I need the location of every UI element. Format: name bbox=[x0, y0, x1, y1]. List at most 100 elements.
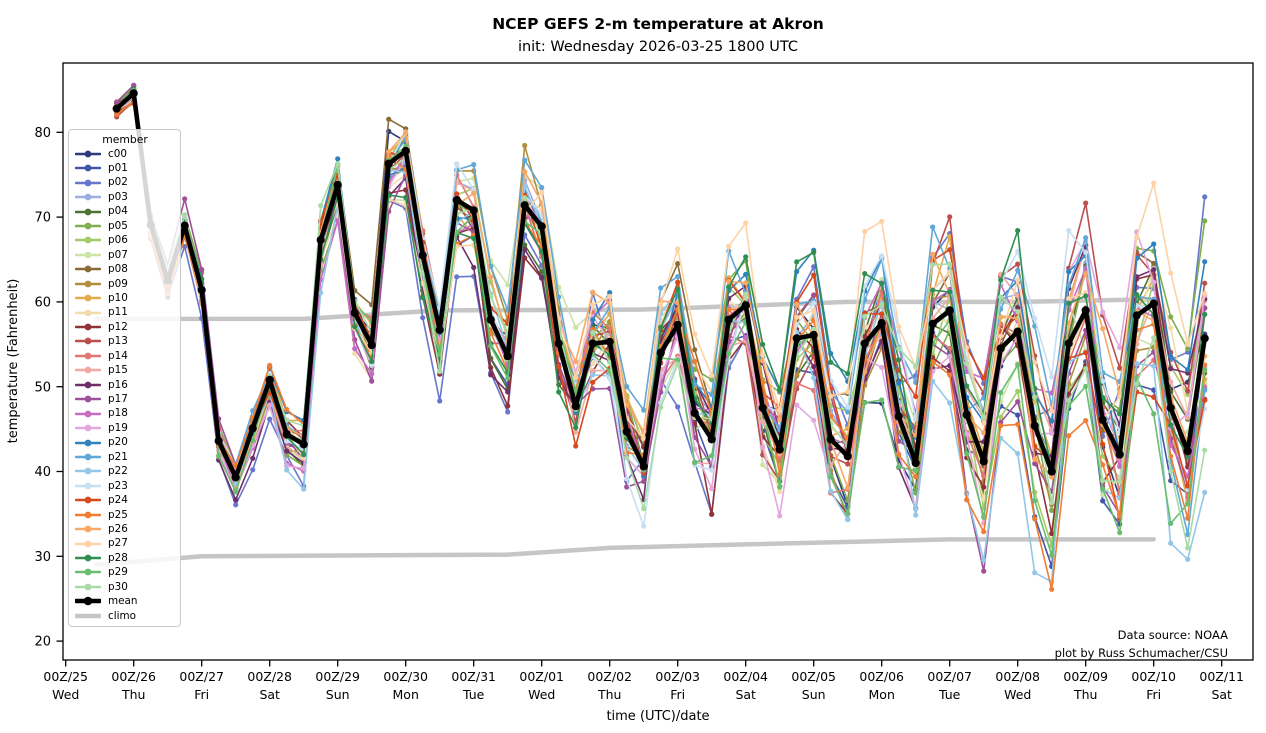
legend-swatch bbox=[75, 395, 101, 403]
legend-entry-p13: p13 bbox=[75, 335, 175, 349]
legend-entry-label: p29 bbox=[108, 566, 128, 579]
mean-point bbox=[1166, 403, 1175, 412]
legend-swatch bbox=[75, 583, 101, 591]
y-axis-ticks: 20 30 40 50 60 70 80 bbox=[34, 126, 63, 650]
legend-entry-p06: p06 bbox=[75, 234, 175, 248]
x-tick-label-day: Thu bbox=[1073, 687, 1097, 702]
mean-point bbox=[1115, 450, 1124, 459]
legend-entry-c00: c00 bbox=[75, 147, 175, 161]
mean-point bbox=[792, 334, 801, 343]
x-tick-label-day: Thu bbox=[597, 687, 621, 702]
y-tick-label: 50 bbox=[34, 380, 51, 395]
legend-entry-p12: p12 bbox=[75, 320, 175, 334]
legend-entry-label: p14 bbox=[108, 349, 128, 362]
legend-entry-label: p19 bbox=[108, 421, 128, 434]
x-tick-label-day: Wed bbox=[528, 687, 555, 702]
x-tick-label-utc: 00Z/06 bbox=[859, 669, 904, 684]
climo-lower-line bbox=[94, 537, 1156, 568]
legend-entry-p11: p11 bbox=[75, 306, 175, 320]
mean-point bbox=[928, 319, 937, 328]
legend-entry-label: p27 bbox=[108, 537, 128, 550]
y-tick-label: 40 bbox=[34, 465, 51, 480]
x-axis-label: time (UTC)/date bbox=[606, 709, 709, 724]
legend-swatch bbox=[75, 410, 101, 418]
legend-entry-p20: p20 bbox=[75, 436, 175, 450]
legend-entry-label: p30 bbox=[108, 580, 128, 593]
mean-point bbox=[724, 315, 733, 324]
legend-swatch bbox=[75, 338, 101, 345]
x-tick-label-utc: 00Z/31 bbox=[451, 669, 496, 684]
legend-swatch bbox=[75, 511, 101, 519]
legend-entry-label: p10 bbox=[108, 291, 128, 304]
legend-swatch bbox=[75, 164, 101, 172]
legend-entry-label: p16 bbox=[108, 378, 128, 391]
legend-swatch bbox=[75, 496, 101, 504]
legend-swatch bbox=[75, 525, 101, 533]
mean-point bbox=[520, 201, 529, 210]
mean-point bbox=[350, 308, 359, 317]
mean-point bbox=[894, 412, 903, 421]
mean-point bbox=[503, 352, 512, 361]
y-tick-label: 30 bbox=[34, 550, 51, 565]
x-tick-label-utc: 00Z/11 bbox=[1199, 669, 1244, 684]
legend-swatch bbox=[75, 179, 101, 187]
mean-point bbox=[299, 440, 308, 449]
mean-point bbox=[605, 337, 614, 346]
x-tick-label-day: Fri bbox=[670, 687, 685, 702]
legend-entry-label: p26 bbox=[108, 522, 128, 535]
legend-entry-p27: p27 bbox=[75, 537, 175, 551]
mean-point bbox=[775, 445, 784, 454]
legend-entry-p28: p28 bbox=[75, 551, 175, 565]
mean-point bbox=[197, 285, 206, 295]
legend-entry-p14: p14 bbox=[75, 349, 175, 363]
mean-point bbox=[282, 430, 291, 439]
axes-frame bbox=[62, 62, 1254, 661]
legend-entry-label: p03 bbox=[108, 190, 128, 203]
legend-entry-p16: p16 bbox=[75, 378, 175, 392]
x-axis-ticks: 00Z/25 Wed 00Z/26 Thu 00Z/27 Fri 00Z/28 Sat 00Z/… bbox=[43, 660, 1244, 702]
x-tick-label-utc: 00Z/25 bbox=[43, 669, 88, 684]
mean-point bbox=[1013, 327, 1022, 336]
x-tick-label-day: Wed bbox=[1004, 687, 1031, 702]
mean-point bbox=[962, 410, 971, 419]
x-tick-label-utc: 00Z/09 bbox=[1063, 669, 1108, 684]
legend-swatch bbox=[75, 569, 101, 576]
legend-swatch bbox=[75, 366, 101, 374]
y-tick-label: 60 bbox=[34, 296, 51, 311]
y-axis-label: temperature (Fahrenheit) bbox=[6, 279, 21, 444]
mean-point bbox=[554, 339, 563, 348]
legend-swatch bbox=[75, 265, 101, 273]
legend-entry-label: p25 bbox=[108, 508, 128, 521]
legend-entry-p22: p22 bbox=[75, 465, 175, 479]
legend-entry-label: climo bbox=[108, 609, 136, 622]
mean-point bbox=[248, 424, 257, 433]
mean-point bbox=[758, 403, 767, 412]
legend-entry-p04: p04 bbox=[75, 205, 175, 219]
legend: member c00 p01 p02 p03 p04 p05 p06 p07 p08 p09 p10… bbox=[68, 129, 181, 627]
chart-title: NCEP GEFS 2-m temperature at Akron bbox=[492, 15, 824, 33]
mean-point bbox=[214, 436, 223, 446]
mean-point bbox=[333, 180, 342, 189]
x-tick-label-utc: 00Z/01 bbox=[519, 669, 564, 684]
x-tick-label-day: Wed bbox=[52, 687, 79, 702]
legend-swatch bbox=[75, 193, 101, 201]
legend-entry-p15: p15 bbox=[75, 364, 175, 378]
mean-point bbox=[673, 320, 682, 329]
legend-entry-p01: p01 bbox=[75, 161, 175, 175]
legend-swatch bbox=[75, 424, 101, 432]
mean-point bbox=[231, 473, 240, 482]
legend-entry-mean: mean bbox=[75, 595, 175, 609]
legend-entry-p05: p05 bbox=[75, 219, 175, 233]
x-tick-label-utc: 00Z/08 bbox=[995, 669, 1040, 684]
mean-point bbox=[316, 235, 325, 245]
legend-entry-label: p06 bbox=[108, 234, 128, 247]
legend-swatch bbox=[75, 251, 101, 259]
legend-swatch bbox=[75, 237, 101, 244]
legend-entry-p21: p21 bbox=[75, 450, 175, 464]
mean-point bbox=[656, 348, 665, 357]
legend-entry-label: p08 bbox=[108, 263, 128, 276]
legend-entry-label: p23 bbox=[108, 479, 128, 492]
legend-swatch bbox=[75, 468, 101, 475]
